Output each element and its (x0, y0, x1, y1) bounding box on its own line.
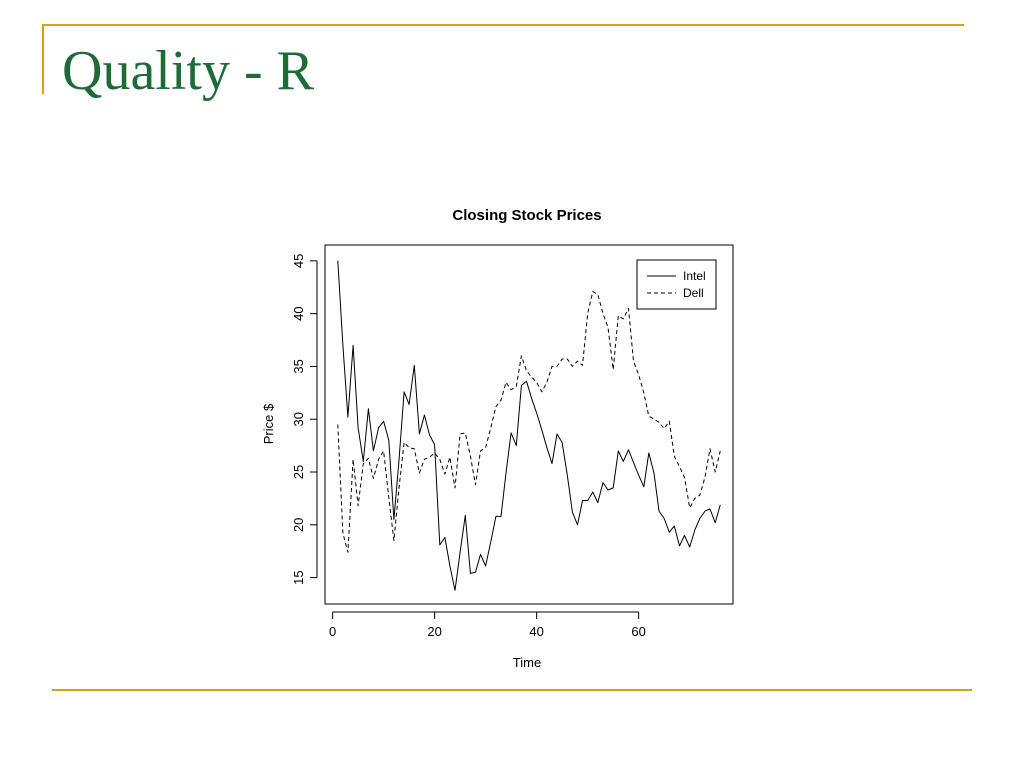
y-tick-label: 30 (291, 412, 306, 426)
y-tick-label: 20 (291, 518, 306, 532)
x-tick-label: 20 (427, 624, 441, 639)
legend-box (636, 259, 717, 310)
slide-title: Quality - R (62, 40, 314, 102)
x-tick-label: 0 (329, 624, 336, 639)
legend-label-intel: Intel (683, 269, 706, 283)
y-tick-label: 35 (291, 359, 306, 373)
x-tick-label: 60 (631, 624, 645, 639)
series-line-intel (337, 260, 721, 591)
x-axis-label: Time (513, 655, 541, 670)
plot-frame (324, 244, 734, 605)
y-tick-label: 45 (291, 254, 306, 268)
side-accent-rule (42, 24, 44, 94)
chart-title: Closing Stock Prices (452, 207, 601, 224)
y-tick-label: 25 (291, 465, 306, 479)
legend-label-dell: Dell (683, 286, 704, 300)
y-tick-label: 15 (291, 570, 306, 584)
x-tick-label: 40 (529, 624, 543, 639)
bottom-accent-rule (52, 689, 972, 691)
top-accent-rule (42, 24, 964, 26)
series-line-dell (337, 291, 721, 553)
y-axis-label: Price $ (261, 403, 276, 444)
y-tick-label: 40 (291, 306, 306, 320)
